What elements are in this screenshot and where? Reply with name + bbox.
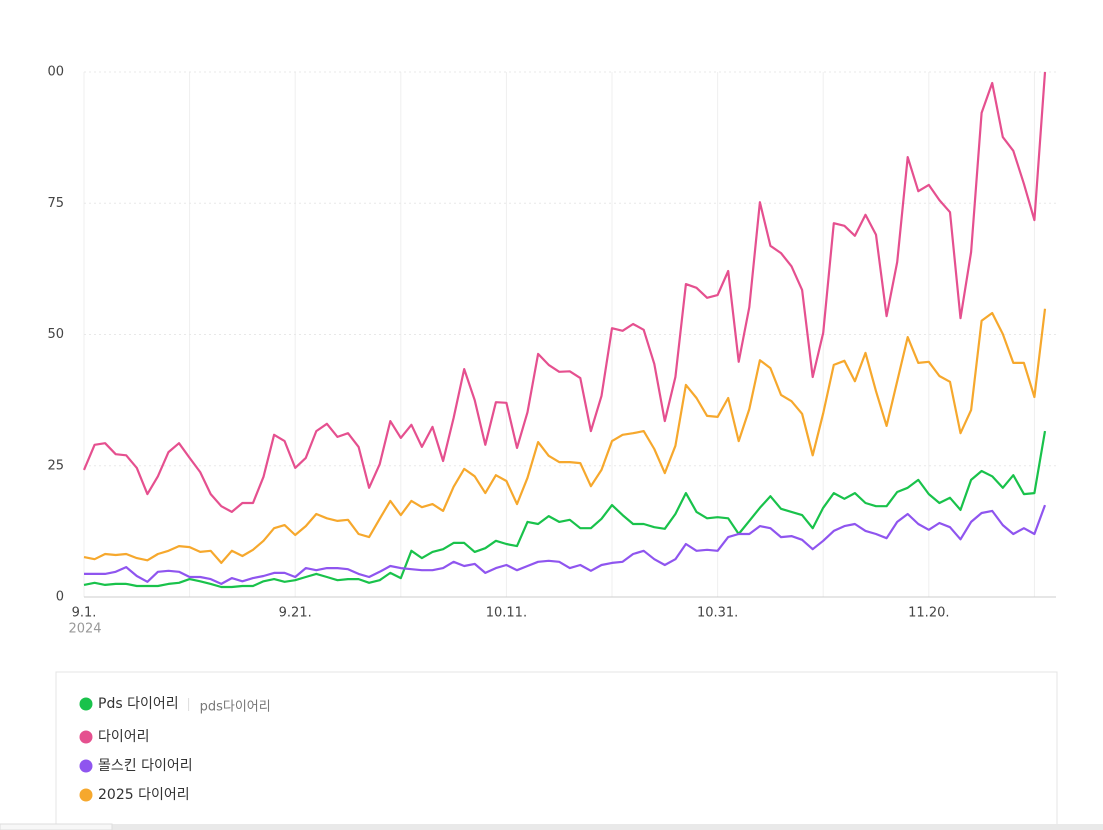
scroll-thumb[interactable]	[0, 823, 113, 830]
y-tick-label: 75	[47, 196, 64, 211]
y-tick-label: 0	[56, 590, 64, 605]
x-tick-label: 10.11.	[486, 606, 527, 621]
legend-dot	[79, 730, 93, 744]
y-tick-label: 50	[47, 327, 64, 342]
legend-box	[55, 671, 1058, 830]
y-tick-label: 25	[47, 458, 64, 473]
series-line	[83, 430, 1047, 589]
legend-label[interactable]: Pds 다이어리	[98, 696, 179, 712]
legend-label[interactable]: 몰스킨 다이어리	[98, 758, 193, 774]
series-line	[83, 308, 1047, 564]
scroll-bar	[0, 824, 1103, 830]
x-tick-label: 11.20.	[908, 606, 949, 621]
legend-keyword: pds다이어리	[200, 700, 271, 715]
x-tick-label: 9.21.	[279, 606, 312, 621]
x-tick-label: 9.1.	[72, 606, 97, 621]
legend-label[interactable]: 다이어리	[98, 729, 150, 745]
legend-dot	[79, 697, 93, 711]
x-tick-label: 10.31.	[697, 606, 738, 621]
legend-dot	[79, 759, 93, 773]
x-year-label: 2024	[68, 622, 101, 637]
series-line	[84, 504, 1047, 585]
y-tick-label: 00	[47, 65, 64, 80]
legend-dot	[79, 788, 93, 802]
series-line	[82, 71, 1047, 513]
legend-label[interactable]: 2025 다이어리	[98, 787, 190, 803]
